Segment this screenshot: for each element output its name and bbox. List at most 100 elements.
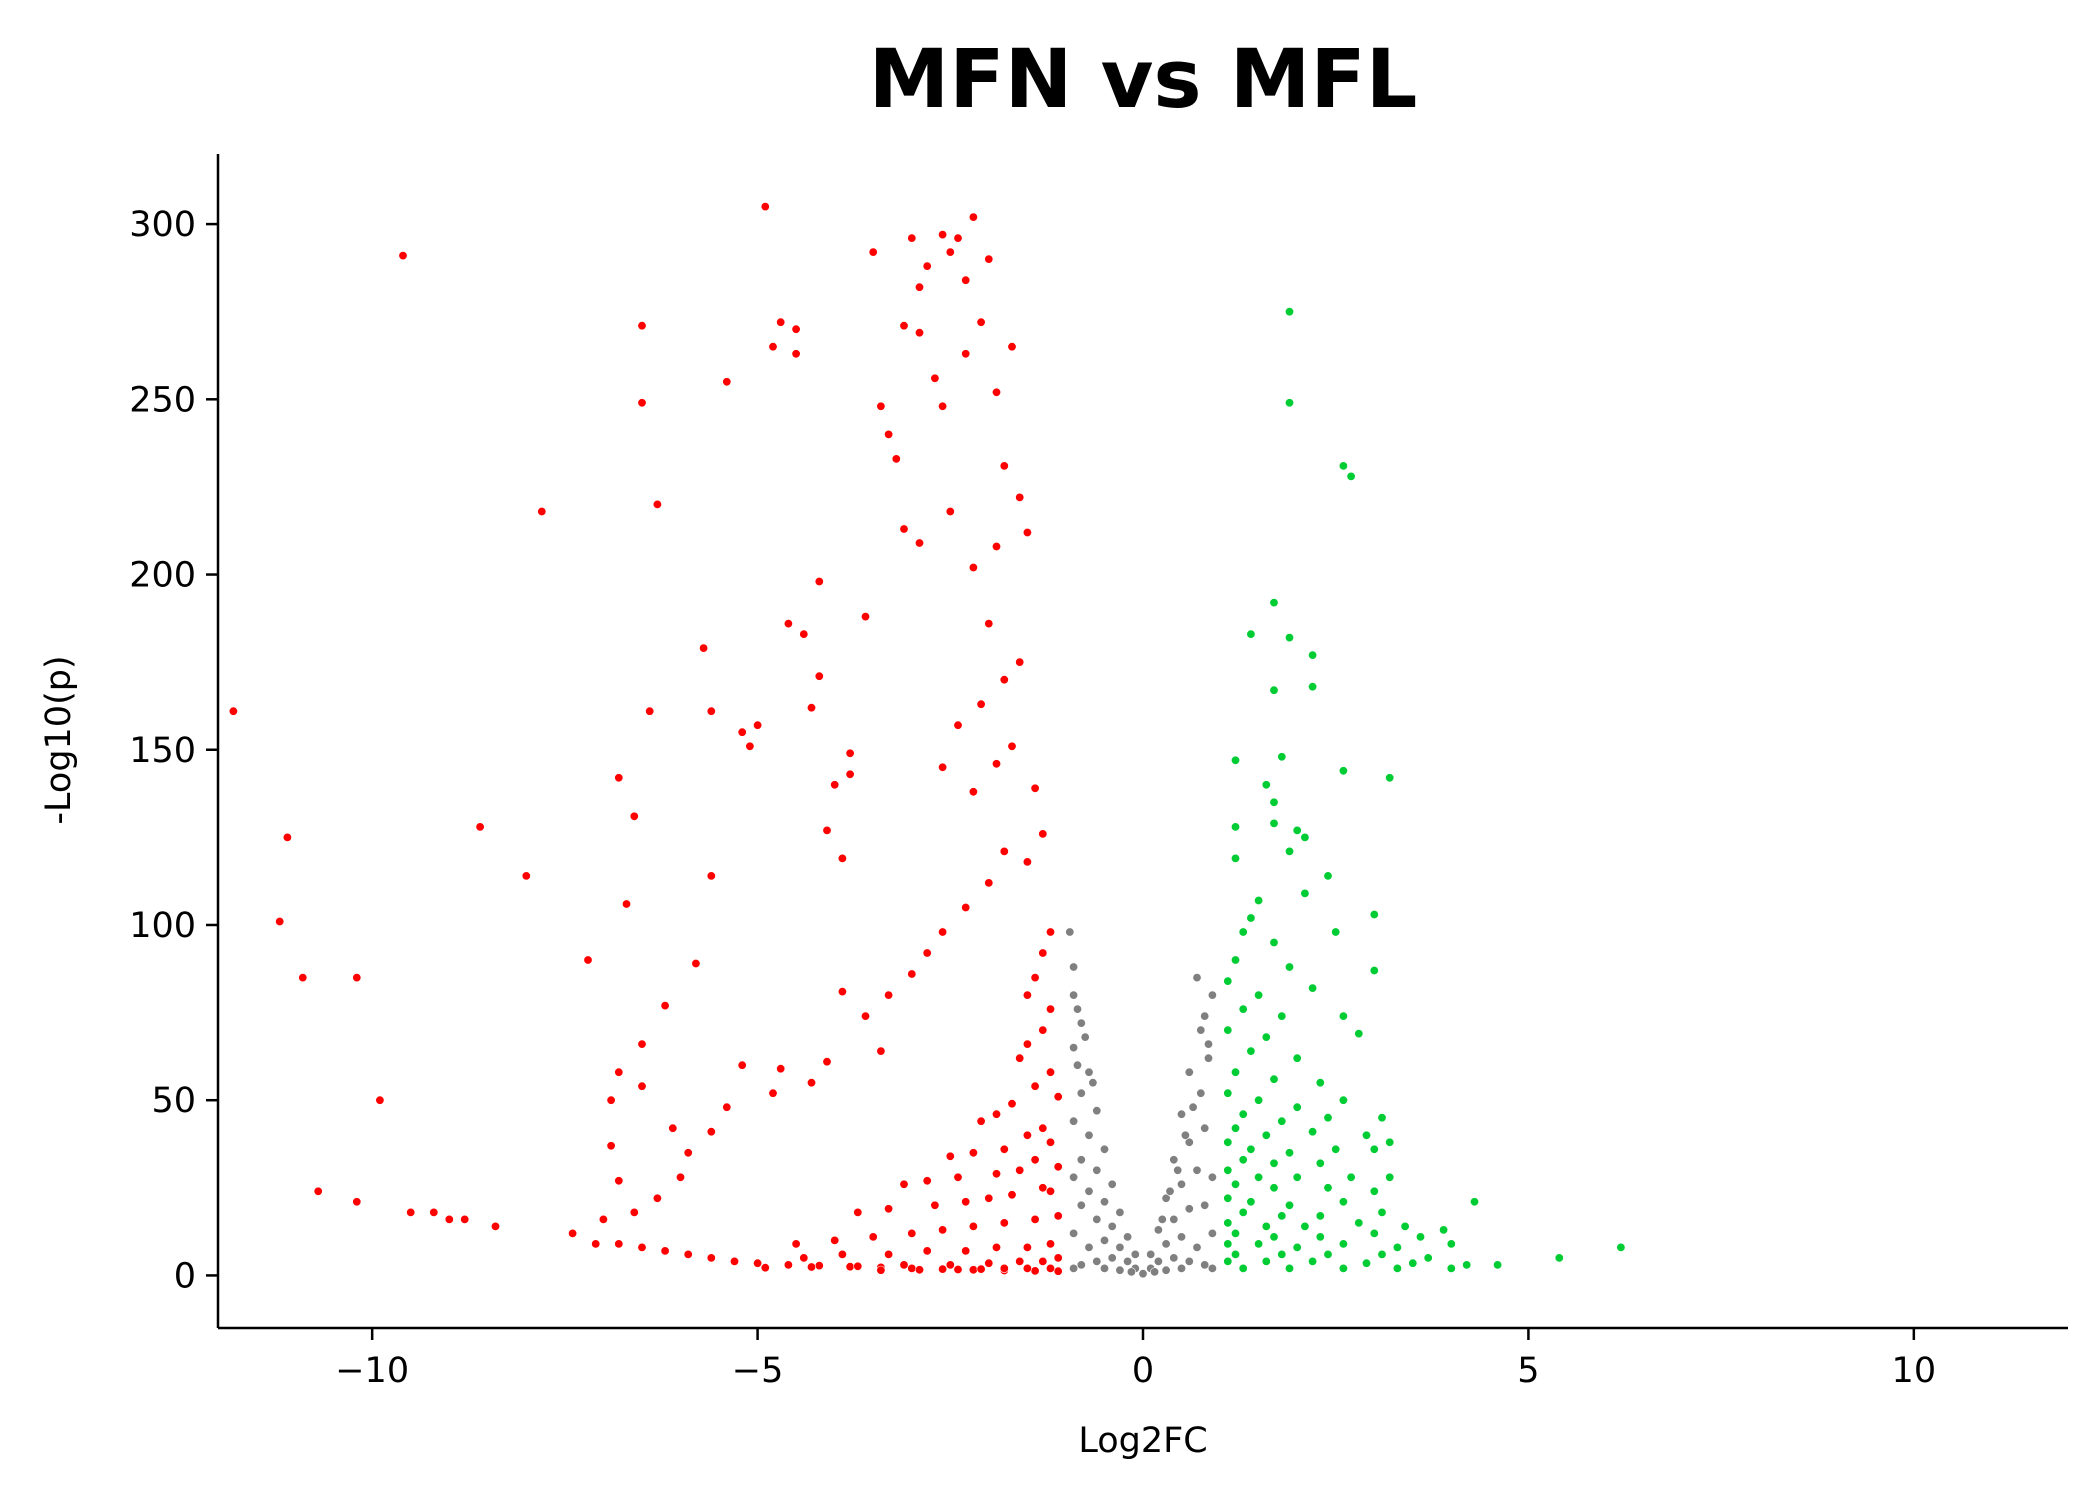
data-point [1107, 1179, 1117, 1189]
data-point [945, 506, 955, 516]
data-point [1246, 1197, 1256, 1207]
data-point [999, 1144, 1009, 1154]
data-point [1369, 1144, 1379, 1154]
data-point [1161, 1193, 1171, 1203]
data-point [1223, 1239, 1233, 1249]
data-point [1285, 633, 1295, 643]
data-point [1015, 1256, 1025, 1266]
data-point [914, 282, 924, 292]
data-point [652, 499, 662, 509]
data-point [1207, 990, 1217, 1000]
data-point [1053, 1253, 1063, 1263]
data-point [1261, 1130, 1271, 1140]
data-point [1022, 1263, 1032, 1273]
data-point [1015, 657, 1025, 667]
data-point [1377, 1249, 1387, 1259]
data-point [1177, 1109, 1187, 1119]
data-point [953, 720, 963, 730]
data-point [1022, 1039, 1032, 1049]
data-point [1169, 1214, 1179, 1224]
data-point [660, 1001, 670, 1011]
data-point [1177, 1179, 1187, 1189]
data-point [398, 251, 408, 261]
data-point [930, 1200, 940, 1210]
data-point [945, 1260, 955, 1270]
data-point [1246, 629, 1256, 639]
data-point [1354, 1029, 1364, 1039]
data-point [1223, 1193, 1233, 1203]
data-point [953, 1172, 963, 1182]
data-point [629, 811, 639, 821]
data-point [1261, 1221, 1271, 1231]
data-point [1315, 1158, 1325, 1168]
data-point [722, 1102, 732, 1112]
data-point [753, 720, 763, 730]
data-point [1254, 895, 1264, 905]
data-point [783, 619, 793, 629]
data-point [1030, 783, 1040, 793]
data-point [614, 1239, 624, 1249]
data-point [914, 1265, 924, 1275]
data-point [1238, 927, 1248, 937]
data-point [899, 524, 909, 534]
data-point [984, 619, 994, 629]
data-point [799, 1253, 809, 1263]
data-point [968, 1265, 978, 1275]
data-point [814, 671, 824, 681]
data-point [637, 1081, 647, 1091]
data-point [822, 1057, 832, 1067]
data-point [1231, 1067, 1241, 1077]
data-point [1377, 1207, 1387, 1217]
data-point [1069, 1263, 1079, 1273]
data-point [1092, 1106, 1102, 1116]
data-point [1200, 1260, 1210, 1270]
data-point [1022, 527, 1032, 537]
data-point [1007, 1099, 1017, 1109]
data-point [1030, 1155, 1040, 1165]
data-point [806, 1078, 816, 1088]
data-point [621, 899, 631, 909]
data-point [806, 703, 816, 713]
data-point [876, 401, 886, 411]
data-point [760, 202, 770, 212]
data-point [1030, 973, 1040, 983]
data-point [1369, 1228, 1379, 1238]
data-point [1269, 1074, 1279, 1084]
data-point [776, 317, 786, 327]
data-point [1300, 832, 1310, 842]
data-point [1308, 650, 1318, 660]
data-point [1392, 1242, 1402, 1252]
data-point [968, 1148, 978, 1158]
data-point [814, 576, 824, 586]
data-point [1338, 1239, 1348, 1249]
data-point [1277, 1116, 1287, 1126]
data-point [1038, 1025, 1048, 1035]
data-point [899, 1260, 909, 1270]
data-point [1416, 1232, 1426, 1242]
data-point [1223, 976, 1233, 986]
data-point [1177, 1263, 1187, 1273]
data-point [1331, 927, 1341, 937]
data-point [922, 261, 932, 271]
data-point [1076, 1018, 1086, 1028]
data-point [1022, 1242, 1032, 1252]
data-point [1092, 1214, 1102, 1224]
y-tick-label: 100 [129, 906, 196, 946]
data-point [1157, 1214, 1167, 1224]
data-point [1246, 1046, 1256, 1056]
data-point [1269, 598, 1279, 608]
data-point [976, 1264, 986, 1274]
data-point [1030, 1266, 1040, 1276]
data-point [1192, 1242, 1202, 1252]
data-point [629, 1207, 639, 1217]
data-point [1046, 1239, 1056, 1249]
data-point [1115, 1207, 1125, 1217]
data-point [1616, 1242, 1626, 1252]
data-point [1362, 1258, 1372, 1268]
data-point [1107, 1221, 1117, 1231]
data-point [706, 706, 716, 716]
data-point [683, 1249, 693, 1259]
data-point [460, 1214, 470, 1224]
data-point [1115, 1242, 1125, 1252]
data-point [1092, 1256, 1102, 1266]
